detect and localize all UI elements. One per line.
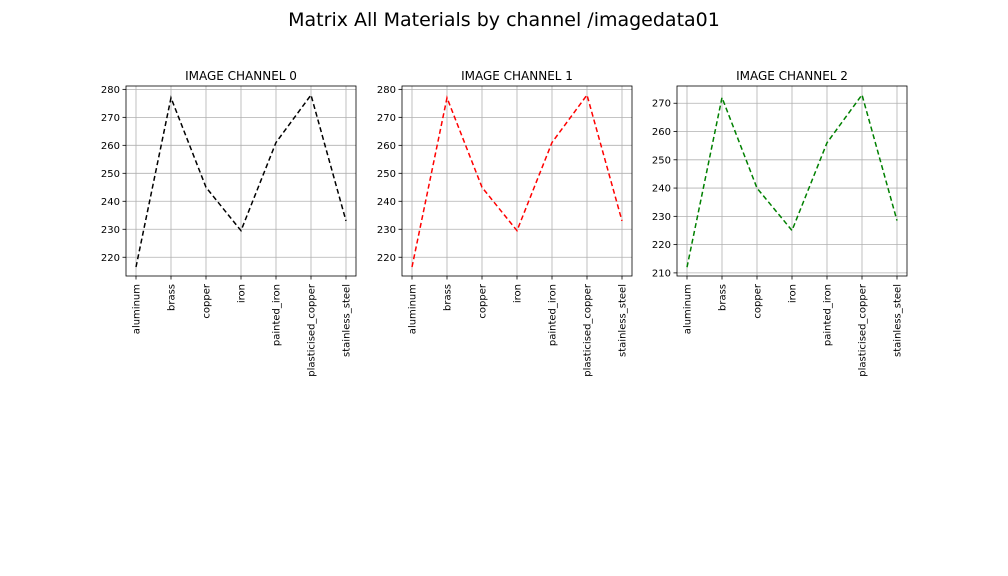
- y-tick-label: 220: [652, 240, 671, 251]
- y-tick-label: 230: [652, 212, 671, 223]
- y-tick-label: 240: [652, 184, 671, 195]
- x-tick-label: stainless_steel: [618, 284, 629, 357]
- y-tick-label: 270: [101, 113, 120, 124]
- figure-title: Matrix All Materials by channel /imageda…: [288, 9, 720, 31]
- y-tick-label: 250: [101, 169, 120, 180]
- y-tick-label: 210: [652, 268, 671, 279]
- x-tick-label: copper: [478, 283, 489, 318]
- y-tick-label: 280: [377, 85, 396, 96]
- chart-title: IMAGE CHANNEL 1: [461, 69, 573, 83]
- x-tick-label: aluminum: [132, 284, 143, 334]
- x-tick-label: plasticised_copper: [858, 283, 869, 377]
- chart-title: IMAGE CHANNEL 0: [185, 69, 297, 83]
- chart-panel-1: IMAGE CHANNEL 1 220 230 240 250 260 270 280 alum…: [377, 69, 633, 377]
- x-tick-label: iron: [788, 284, 799, 303]
- x-tick-label: painted_iron: [272, 284, 283, 346]
- x-tick-label: copper: [202, 283, 213, 318]
- x-tick-label: stainless_steel: [342, 284, 353, 357]
- x-tick-label: painted_iron: [823, 284, 834, 346]
- y-tick-label: 280: [101, 85, 120, 96]
- x-tick-label: copper: [753, 283, 764, 318]
- x-tick-label: brass: [167, 284, 178, 311]
- chart-panel-2: IMAGE CHANNEL 2 210 220 230 240 250 260 270 alum…: [652, 69, 908, 377]
- y-tick-label: 260: [101, 141, 120, 152]
- y-tick-label: 240: [101, 197, 120, 208]
- y-tick-label: 220: [377, 253, 396, 264]
- y-tick-label: 240: [377, 197, 396, 208]
- x-tick-label: plasticised_copper: [583, 283, 594, 377]
- y-tick-label: 220: [101, 253, 120, 264]
- x-tick-label: brass: [718, 284, 729, 311]
- x-tick-label: plasticised_copper: [307, 283, 318, 377]
- x-tick-label: painted_iron: [548, 284, 559, 346]
- y-tick-label: 250: [652, 155, 671, 166]
- y-tick-label: 230: [101, 225, 120, 236]
- x-tick-label: iron: [513, 284, 524, 303]
- y-tick-label: 260: [377, 141, 396, 152]
- y-tick-label: 260: [652, 127, 671, 138]
- x-tick-label: brass: [443, 284, 454, 311]
- chart-title: IMAGE CHANNEL 2: [736, 69, 848, 83]
- x-tick-label: aluminum: [408, 284, 419, 334]
- y-tick-label: 250: [377, 169, 396, 180]
- x-tick-label: iron: [237, 284, 248, 303]
- x-tick-label: stainless_steel: [893, 284, 904, 357]
- y-tick-label: 270: [652, 99, 671, 110]
- chart-panel-0: IMAGE CHANNEL 0 220 230 240 250 260 270 280 alum…: [101, 69, 357, 377]
- y-tick-label: 270: [377, 113, 396, 124]
- y-tick-label: 230: [377, 225, 396, 236]
- x-tick-label: aluminum: [683, 284, 694, 334]
